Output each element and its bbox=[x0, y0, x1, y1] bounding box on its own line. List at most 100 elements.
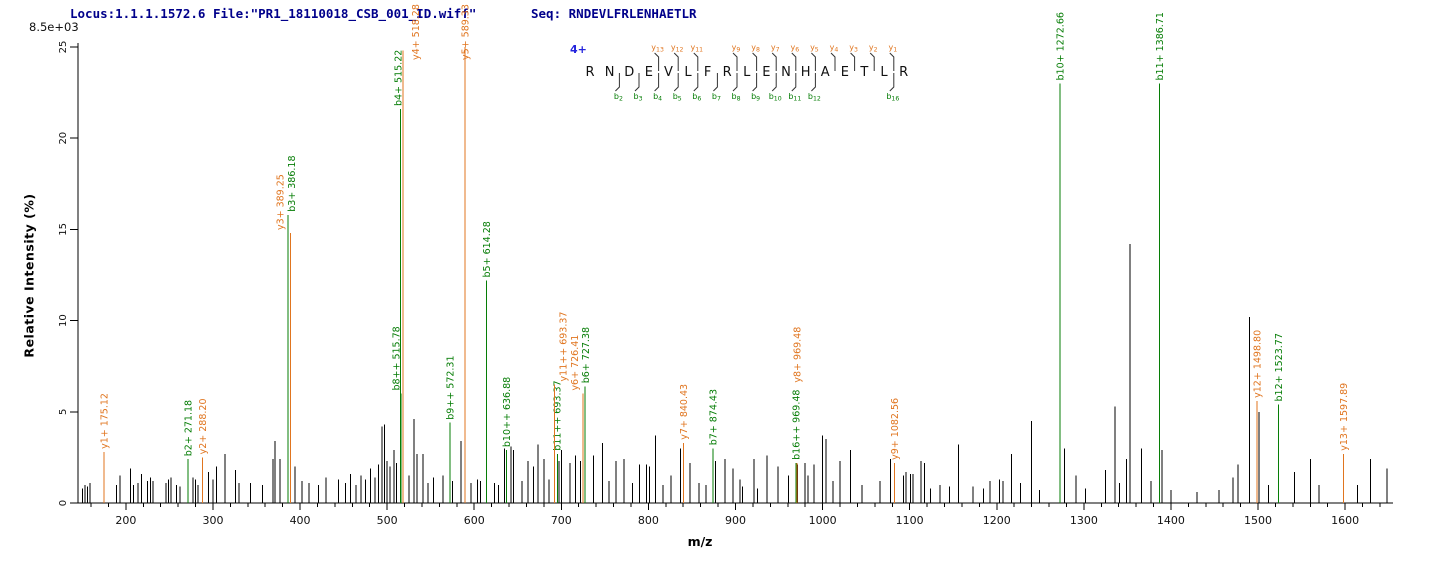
fragment-label: y8+ 969.48 bbox=[793, 327, 804, 383]
y-ion-label: y9 bbox=[732, 43, 741, 54]
fragment-label: b11++ 693.37 bbox=[553, 380, 564, 450]
fragment-label: b11+ 1386.71 bbox=[1155, 12, 1166, 80]
y-ion-tick bbox=[869, 52, 875, 71]
x-tick-label: 1000 bbox=[809, 514, 837, 527]
b-ion-label: b7 bbox=[712, 92, 721, 103]
header-locus-file: Locus:1.1.1.1572.6 File:"PR1_18110018_CS… bbox=[70, 6, 477, 21]
x-tick-label: 400 bbox=[290, 514, 311, 527]
y-ion-label: y3 bbox=[849, 43, 858, 54]
fragment-label: b16++ 969.48 bbox=[792, 390, 803, 460]
y-tick-label: 20 bbox=[58, 132, 69, 145]
fragment-label: b9++ 572.31 bbox=[446, 355, 457, 419]
b-ion-tick bbox=[713, 73, 718, 92]
b-ion-label: b9 bbox=[751, 92, 760, 103]
fragment-label: y9+ 1082.56 bbox=[890, 398, 901, 460]
x-tick-label: 800 bbox=[638, 514, 659, 527]
y-ion-tick bbox=[889, 52, 895, 71]
intensity-scale-label: 8.5e+03 bbox=[29, 20, 79, 34]
b-ion-label: b5 bbox=[673, 92, 682, 103]
y-tick-label: 10 bbox=[58, 314, 69, 327]
seq-value: RNDEVLFRLENHAETLR bbox=[568, 6, 697, 21]
b-ion-tick bbox=[811, 73, 816, 92]
b-ion-tick bbox=[771, 73, 777, 92]
b-ion-label: b16 bbox=[886, 92, 899, 103]
b-ion-label: b6 bbox=[692, 92, 701, 103]
fragment-label: y12+ 1498.80 bbox=[1252, 330, 1263, 398]
b-ion-tick bbox=[654, 73, 660, 92]
y-ion-label: y6 bbox=[790, 43, 799, 54]
residue-R: R bbox=[899, 65, 908, 80]
fragment-label: b6+ 727.38 bbox=[581, 327, 592, 383]
fragment-label: y7+ 840.43 bbox=[679, 384, 690, 440]
b-ion-label: b4 bbox=[653, 92, 662, 103]
x-tick-label: 1600 bbox=[1331, 514, 1359, 527]
residue-A: A bbox=[821, 65, 830, 80]
residue-L: L bbox=[684, 65, 692, 80]
x-tick-label: 1500 bbox=[1244, 514, 1272, 527]
fragment-label: y11++ 693.37 bbox=[559, 312, 570, 382]
x-tick-label: 500 bbox=[377, 514, 398, 527]
x-tick-label: 1100 bbox=[896, 514, 924, 527]
fragment-label: y13+ 1597.89 bbox=[1339, 383, 1350, 451]
fragment-label: y1+ 175.12 bbox=[100, 393, 111, 449]
fragment-label: b7+ 874.43 bbox=[709, 389, 720, 445]
fragment-label: b12+ 1523.77 bbox=[1274, 333, 1285, 401]
y-tick-label: 15 bbox=[58, 223, 69, 236]
x-tick-label: 700 bbox=[551, 514, 572, 527]
fragment-label: y4+ 518.28 bbox=[411, 4, 422, 60]
b-ion-tick bbox=[732, 73, 738, 92]
header-sequence: Seq: RNDEVLFRLENHAETLR bbox=[531, 6, 697, 21]
b-ion-label: b8 bbox=[731, 92, 740, 103]
y-ion-label: y7 bbox=[771, 43, 780, 54]
residue-D: D bbox=[624, 65, 634, 80]
residue-R: R bbox=[585, 65, 594, 80]
y-ion-tick bbox=[811, 52, 816, 71]
y-ion-label: y11 bbox=[690, 43, 703, 54]
y-tick-label: 25 bbox=[58, 41, 69, 54]
x-tick-label: 300 bbox=[202, 514, 223, 527]
y-ion-label: y5 bbox=[810, 43, 819, 54]
seq-label: Seq: bbox=[531, 6, 562, 21]
y-ion-tick bbox=[673, 52, 679, 71]
fragment-label: y5+ 589.33 bbox=[460, 4, 471, 60]
y-ion-tick bbox=[693, 52, 699, 71]
b-ion-tick bbox=[752, 73, 758, 92]
residue-N: N bbox=[781, 65, 791, 80]
fragment-label: b3+ 386.18 bbox=[287, 156, 298, 212]
y-ion-tick bbox=[654, 52, 660, 71]
residue-F: F bbox=[704, 65, 711, 80]
b-ion-label: b11 bbox=[788, 92, 801, 103]
residue-L: L bbox=[743, 65, 751, 80]
x-tick-label: 1400 bbox=[1157, 514, 1185, 527]
residue-N: N bbox=[605, 65, 615, 80]
b-ion-tick bbox=[634, 73, 640, 92]
b-ion-label: b12 bbox=[808, 92, 821, 103]
b-ion-tick bbox=[791, 73, 797, 92]
residue-T: T bbox=[859, 65, 868, 80]
x-tick-label: 900 bbox=[725, 514, 746, 527]
y-ion-tick bbox=[791, 52, 797, 71]
y-ion-tick bbox=[752, 52, 758, 71]
fragment-label: b2+ 271.18 bbox=[183, 400, 194, 456]
y-ion-label: y2 bbox=[869, 43, 878, 54]
fragment-label: b5+ 614.28 bbox=[482, 221, 493, 277]
y-ion-tick bbox=[830, 52, 836, 71]
b-ion-tick bbox=[889, 73, 895, 92]
x-axis-title: m/z bbox=[687, 534, 713, 549]
y-ion-tick bbox=[771, 52, 777, 71]
y-ion-tick bbox=[732, 52, 738, 71]
x-tick-label: 1300 bbox=[1070, 514, 1098, 527]
x-tick-label: 200 bbox=[115, 514, 136, 527]
y-tick-label: 0 bbox=[58, 500, 69, 506]
y-ion-label: y12 bbox=[671, 43, 684, 54]
fragment-label: y2+ 288.20 bbox=[198, 399, 209, 455]
residue-L: L bbox=[880, 65, 888, 80]
precursor-charge: 4+ bbox=[570, 43, 587, 56]
fragment-label: y3+ 389.25 bbox=[276, 174, 287, 230]
b-ion-tick bbox=[693, 73, 699, 92]
y-tick-label: 5 bbox=[58, 409, 69, 415]
residue-E: E bbox=[762, 65, 770, 80]
x-tick-label: 1200 bbox=[983, 514, 1011, 527]
